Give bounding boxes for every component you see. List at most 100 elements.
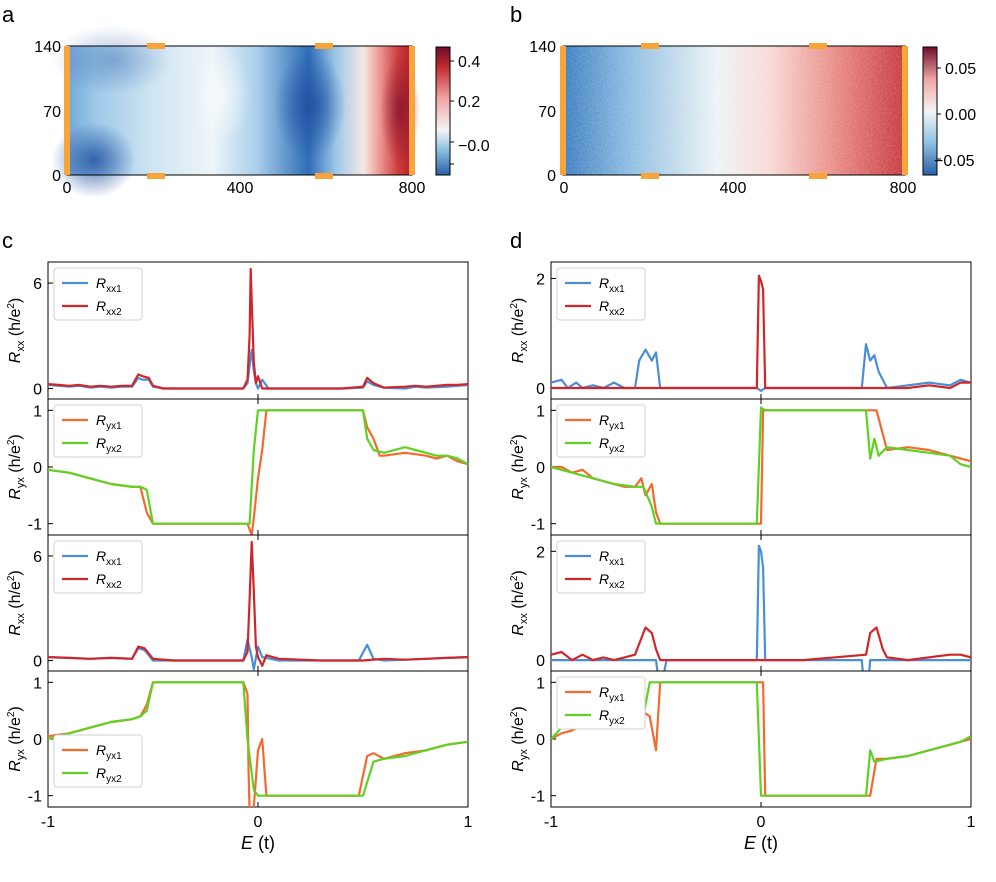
- y-tick-label: -1: [28, 789, 42, 806]
- subplot-c1: 6 0 Rxx (h/e2) Rxx1 Rxx2: [6, 261, 469, 400]
- heatmap-a: [52, 25, 420, 198]
- y-axis-label: Ryx (h/e2): [509, 706, 530, 771]
- y-tick-label: 0: [536, 460, 545, 477]
- leads-b: [560, 43, 908, 179]
- series-line-ryx2: [48, 681, 468, 797]
- legend-label-rxx1: Rxx1: [599, 275, 625, 295]
- y-tick-label: 2: [536, 271, 545, 288]
- legend-label-ryx1: Ryx1: [599, 684, 625, 704]
- legend: Rxx1 Rxx2: [556, 540, 646, 594]
- y-tick-label: 1: [33, 403, 42, 420]
- subplot-d4: 1 0 -1 -1 0 1 Ryx (h/e2) Ryx1 Ryx2 E (t): [509, 670, 976, 853]
- series-group: [551, 274, 971, 392]
- heatmap-b-ytick-70: 70: [538, 104, 556, 121]
- y-tick-label: 0: [33, 460, 42, 477]
- heatmap-a-xtick-400: 400: [227, 180, 254, 197]
- heatmap-a-xtick-0: 0: [63, 180, 72, 197]
- y-axis-label: Rxx (h/e2): [6, 298, 27, 363]
- y-tick-label: 0: [536, 732, 545, 749]
- panel-label-a: a: [2, 2, 15, 27]
- y-tick-label: 0: [33, 732, 42, 749]
- series-line-rxx1: [48, 348, 468, 390]
- legend-label-rxx1: Rxx1: [599, 548, 625, 568]
- heatmap-b: [562, 45, 906, 176]
- legend-label-ryx1: Ryx1: [96, 742, 122, 762]
- series-line-rxx2: [551, 626, 971, 662]
- series-line-rxx1: [551, 544, 971, 671]
- series-group: [48, 540, 468, 671]
- y-tick-label: 0: [536, 381, 545, 398]
- legend-label-rxx2: Rxx2: [599, 298, 625, 318]
- legend-label-rxx2: Rxx2: [599, 571, 625, 591]
- legend: Rxx1 Rxx2: [556, 267, 646, 321]
- legend-label-ryx2: Ryx2: [599, 707, 625, 727]
- panel-b: b 140 70 0 0 400 800 0.05 0.00 −0.05: [510, 2, 976, 197]
- subplot-d2: 1 0 -1 Ryx (h/e2) Ryx1 Ryx2: [509, 398, 972, 536]
- y-tick-label: 1: [33, 675, 42, 692]
- y-axis-label: Ryx (h/e2): [509, 434, 530, 499]
- y-tick-label: 1: [536, 403, 545, 420]
- series-line-ryx2: [551, 406, 971, 525]
- y-tick-label: 0: [33, 654, 42, 671]
- legend-label-ryx1: Ryx1: [599, 412, 625, 432]
- legend-label-ryx2: Ryx2: [599, 435, 625, 455]
- legend: Rxx1 Rxx2: [53, 267, 143, 321]
- subplot-c3: 6 0 Rxx (h/e2) Rxx1 Rxx2: [6, 534, 469, 672]
- legend-label-rxx1: Rxx1: [96, 548, 122, 568]
- legend-label-ryx1: Ryx1: [96, 412, 122, 432]
- y-axis-label: Rxx (h/e2): [6, 570, 27, 635]
- x-tick-label: -1: [41, 814, 55, 831]
- y-tick-label: -1: [28, 517, 42, 534]
- series-group: [551, 406, 971, 525]
- series-group: [48, 409, 468, 535]
- series-line-ryx2: [48, 409, 468, 525]
- colorbar-a: 0.4 0.2 −0.0: [435, 46, 490, 176]
- legend: Ryx1 Ryx2: [556, 676, 646, 730]
- y-tick-label: 1: [536, 675, 545, 692]
- panel-label-c: c: [2, 228, 13, 253]
- x-tick-label: 1: [464, 814, 473, 831]
- x-axis-label: E (t): [744, 833, 778, 853]
- series-group: [48, 267, 468, 390]
- legend-label-rxx2: Rxx2: [96, 571, 122, 591]
- y-tick-label: -1: [531, 789, 545, 806]
- x-tick-label: 0: [757, 814, 766, 831]
- y-tick-label: 6: [33, 549, 42, 566]
- series-group: [48, 681, 468, 807]
- panel-label-b: b: [510, 2, 522, 27]
- x-tick-label: 1: [967, 814, 976, 831]
- subplot-d1: 2 0 Rxx (h/e2) Rxx1 Rxx2: [509, 261, 972, 400]
- legend-label-ryx2: Ryx2: [96, 435, 122, 455]
- colorbar-b: 0.05 0.00 −0.05: [922, 46, 976, 176]
- heatmap-a-ytick-140: 140: [34, 39, 61, 56]
- legend-label-rxx2: Rxx2: [96, 298, 122, 318]
- legend: Rxx1 Rxx2: [53, 540, 143, 594]
- y-tick-label: 2: [536, 544, 545, 561]
- legend: Ryx1 Ryx2: [556, 404, 646, 458]
- panel-label-d: d: [510, 228, 522, 253]
- colorbar-b-tick-0: 0.05: [945, 61, 976, 78]
- y-tick-label: 0: [536, 653, 545, 670]
- y-tick-label: -1: [531, 517, 545, 534]
- heatmap-a-ytick-0: 0: [52, 168, 61, 185]
- heatmap-b-xtick-400: 400: [720, 180, 747, 197]
- colorbar-a-tick-1: 0.2: [458, 94, 480, 111]
- legend-label-ryx2: Ryx2: [96, 765, 122, 785]
- series-line-rxx2: [48, 540, 468, 667]
- x-tick-label: -1: [544, 814, 558, 831]
- legend: Ryx1 Ryx2: [53, 404, 143, 458]
- x-axis-label: E (t): [241, 833, 275, 853]
- x-tick-label: 0: [254, 814, 263, 831]
- colorbar-b-tick-2: −0.05: [934, 153, 975, 170]
- y-axis-label: Rxx (h/e2): [509, 570, 530, 635]
- y-axis-label: Ryx (h/e2): [6, 706, 27, 771]
- y-tick-label: 0: [33, 381, 42, 398]
- heatmap-a-ytick-70: 70: [43, 104, 61, 121]
- heatmap-a-xtick-800: 800: [399, 180, 426, 197]
- y-axis-label: Rxx (h/e2): [509, 298, 530, 363]
- heatmap-b-xtick-800: 800: [890, 180, 917, 197]
- heatmap-b-ytick-140: 140: [529, 39, 556, 56]
- series-line-rxx1: [551, 343, 971, 392]
- leads-a: [64, 43, 415, 179]
- series-line-rxx2: [551, 274, 971, 390]
